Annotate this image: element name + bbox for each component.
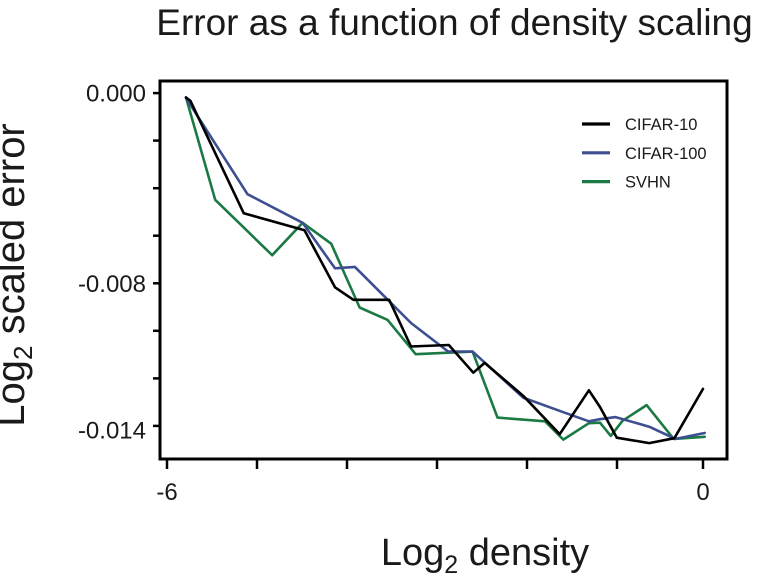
svg-text:-6: -6 (156, 479, 177, 506)
svg-text:SVHN: SVHN (625, 174, 671, 192)
svg-text:CIFAR-10: CIFAR-10 (625, 116, 697, 134)
svg-text:-0.014: -0.014 (78, 418, 146, 445)
svg-text:CIFAR-100: CIFAR-100 (625, 145, 707, 163)
svg-text:-0.008: -0.008 (78, 271, 146, 298)
svg-text:0.000: 0.000 (86, 81, 146, 108)
svg-text:Log2 scaled error: Log2 scaled error (0, 123, 38, 427)
svg-text:0: 0 (696, 479, 709, 506)
svg-text:Log2 density: Log2 density (381, 532, 589, 578)
